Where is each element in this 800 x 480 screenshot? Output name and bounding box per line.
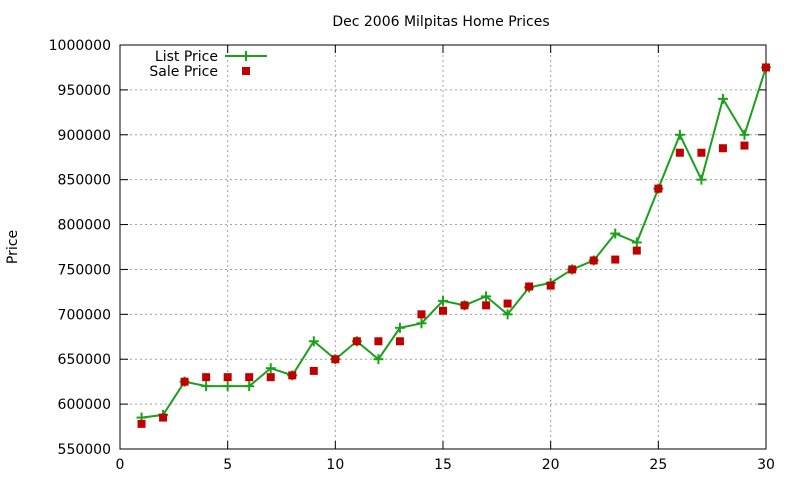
x-tick-label: 10 <box>326 457 344 473</box>
sale-price-point <box>546 281 555 290</box>
sale-price-point <box>180 377 189 386</box>
chart-title: Dec 2006 Milpitas Home Prices <box>332 14 549 30</box>
x-tick-label: 15 <box>434 457 452 473</box>
series-list-price <box>136 62 771 423</box>
series-sale-price <box>137 63 770 428</box>
y-tick-label: 800000 <box>58 218 111 234</box>
x-tick-label: 0 <box>116 457 125 473</box>
x-tick-label: 20 <box>542 457 560 473</box>
list-price-point <box>438 295 448 306</box>
list-price-line <box>141 67 767 419</box>
list-price-point <box>610 228 621 239</box>
list-price-point <box>481 291 492 302</box>
sale-price-point <box>288 371 297 380</box>
sale-price-point <box>395 337 404 346</box>
series-layer <box>136 62 771 428</box>
sale-price-point <box>503 299 512 308</box>
legend-label-sale-price: Sale Price <box>149 64 218 80</box>
list-price-point <box>696 174 707 185</box>
list-price-point <box>394 322 405 333</box>
grid <box>120 45 766 449</box>
plot-frame <box>119 44 767 450</box>
sale-price-point <box>352 337 361 346</box>
sale-price-point <box>159 413 168 422</box>
sale-price-point <box>137 419 146 428</box>
sale-price-point <box>439 306 447 315</box>
sale-price-point <box>718 144 727 153</box>
y-tick-label: 700000 <box>58 307 111 323</box>
sale-price-point <box>309 366 318 375</box>
legend-label-list-price: List Price <box>155 49 218 65</box>
sale-price-point <box>525 282 534 291</box>
list-price-point <box>416 318 427 329</box>
sale-price-point <box>589 256 598 265</box>
sale-price-point <box>697 148 706 157</box>
y-tick-label: 850000 <box>58 173 111 189</box>
list-price-point <box>373 354 384 365</box>
sale-price-point <box>632 246 641 255</box>
y-tick-label: 650000 <box>58 352 111 368</box>
sale-price-point <box>740 141 749 150</box>
sale-price-point <box>762 63 770 72</box>
legend-marker-sale-price <box>242 67 250 75</box>
list-price-point <box>201 381 212 392</box>
sale-price-point <box>482 301 491 310</box>
y-tick-label: 600000 <box>58 397 111 413</box>
list-price-point <box>502 309 513 320</box>
axes: 550000 600000 650000 700000 750000 800000 8500… <box>49 38 775 473</box>
x-tick-label: 30 <box>757 457 775 473</box>
sale-price-point <box>675 148 684 157</box>
sale-price-point <box>245 373 254 382</box>
sale-price-point <box>331 355 340 364</box>
x-tick-label: 5 <box>223 457 232 473</box>
sale-price-point <box>374 337 383 346</box>
sale-price-point <box>611 255 620 264</box>
sale-price-point <box>417 310 426 319</box>
y-tick-label: 750000 <box>58 262 111 278</box>
y-tick-label: 950000 <box>58 83 111 99</box>
list-price-point <box>222 381 233 392</box>
sale-price-point <box>223 373 232 382</box>
sale-price-point <box>460 301 469 310</box>
list-price-point <box>308 336 319 347</box>
sale-price-point <box>654 184 663 193</box>
y-tick-label: 900000 <box>58 128 111 144</box>
sale-price-point <box>568 265 577 274</box>
list-price-point <box>739 129 750 140</box>
list-price-point <box>674 129 685 140</box>
y-tick-label: 1000000 <box>49 38 111 54</box>
list-price-point <box>717 93 728 104</box>
x-tick-label: 25 <box>649 457 667 473</box>
legend-marker-list-price <box>241 51 251 61</box>
list-price-point <box>265 363 276 374</box>
sale-price-point <box>202 373 211 382</box>
y-axis-label: Price <box>5 230 21 264</box>
y-tick-label: 550000 <box>58 442 111 458</box>
list-price-point <box>244 381 255 392</box>
list-price-point <box>631 237 642 248</box>
sale-price-point <box>266 373 275 382</box>
